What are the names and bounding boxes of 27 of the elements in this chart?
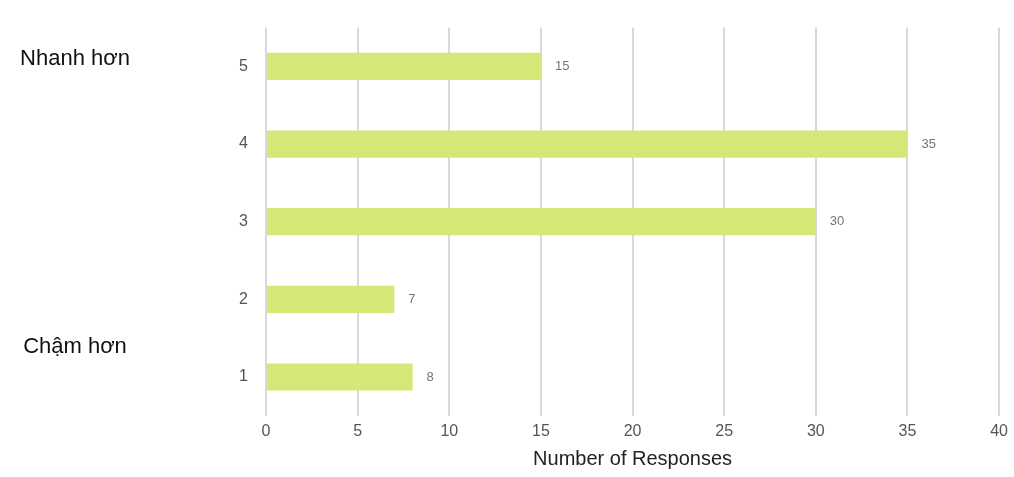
bar bbox=[267, 130, 908, 158]
x-tick-label: 30 bbox=[806, 421, 825, 439]
x-tick-label: 5 bbox=[353, 421, 363, 439]
data-label: 35 bbox=[921, 135, 936, 151]
text: Nhanh hơn bbox=[20, 45, 130, 71]
x-tick-label: 40 bbox=[990, 421, 1009, 439]
y-tick-label: 4 bbox=[239, 134, 249, 152]
x-tick-label: 35 bbox=[898, 421, 917, 439]
x-tick-label: 25 bbox=[715, 421, 734, 439]
data-label: 7 bbox=[408, 290, 416, 306]
bar bbox=[267, 363, 413, 391]
y-tick-label: 3 bbox=[239, 212, 249, 230]
x-tick-label: 10 bbox=[440, 421, 459, 439]
y-tick-label: 1 bbox=[239, 367, 249, 385]
bar bbox=[267, 285, 395, 313]
data-label: 15 bbox=[554, 58, 570, 73]
x-tick-label: 15 bbox=[532, 421, 550, 439]
bar bbox=[267, 52, 541, 81]
x-axis-title: Number of Responses bbox=[533, 446, 733, 469]
text: Chậm hơn bbox=[23, 333, 127, 359]
bar bbox=[267, 208, 816, 236]
y-tick-label: 2 bbox=[239, 289, 249, 307]
data-label: 8 bbox=[426, 368, 434, 384]
y-tick-label: 5 bbox=[239, 56, 249, 74]
x-tick-label: 20 bbox=[623, 421, 642, 439]
x-tick-label: 0 bbox=[261, 421, 271, 439]
data-label: 30 bbox=[829, 213, 845, 229]
